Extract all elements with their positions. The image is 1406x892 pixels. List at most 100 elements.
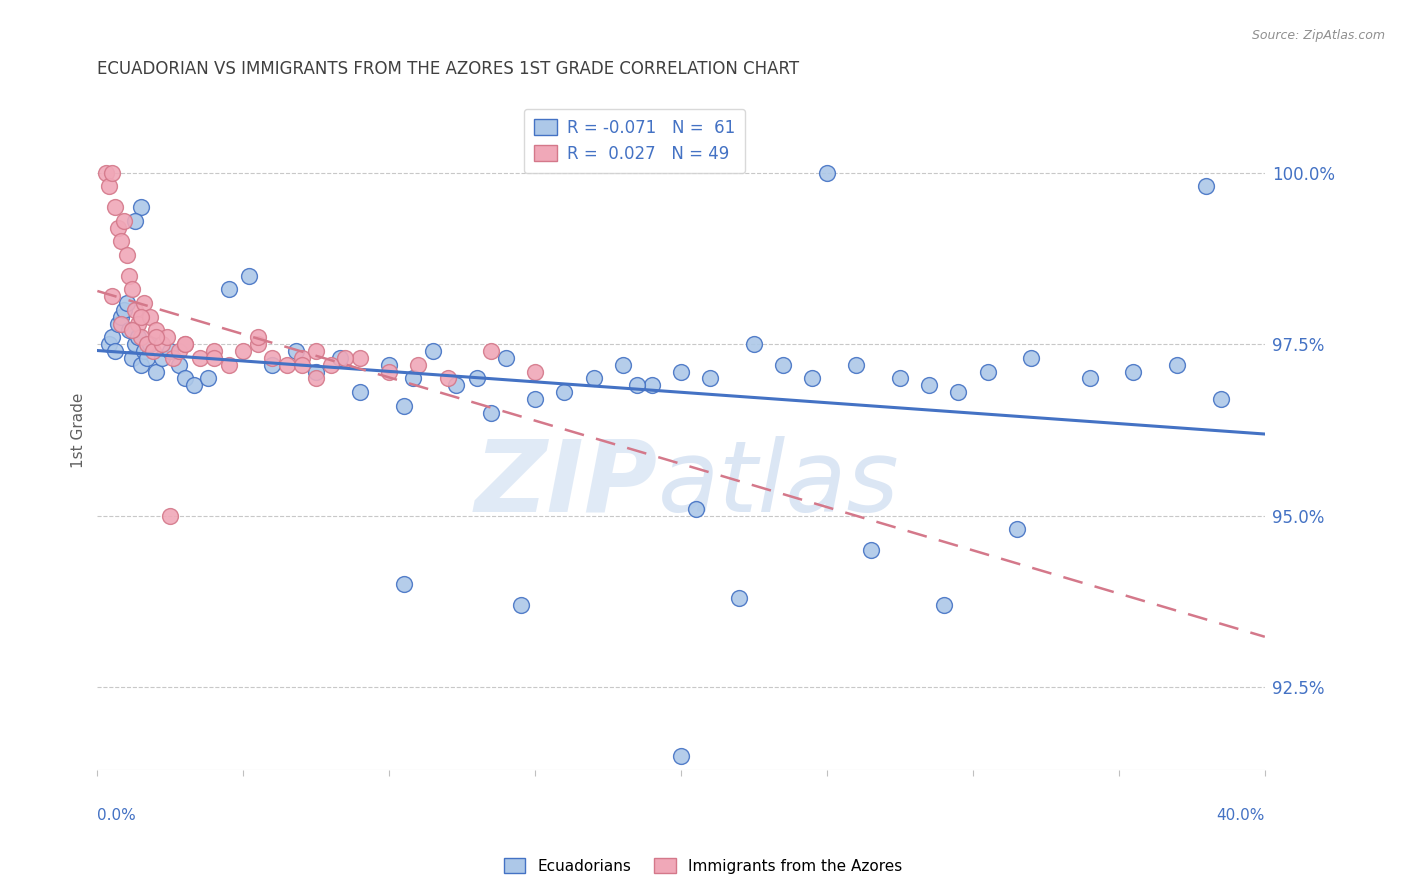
Point xyxy=(509,598,531,612)
Point xyxy=(129,358,152,372)
Text: 0.0%: 0.0% xyxy=(97,808,136,823)
Point xyxy=(392,399,415,413)
Point xyxy=(197,371,219,385)
Point xyxy=(349,351,371,365)
Point xyxy=(115,248,138,262)
Point xyxy=(127,330,149,344)
Point xyxy=(436,371,458,385)
Point xyxy=(174,337,197,351)
Y-axis label: 1st Grade: 1st Grade xyxy=(72,392,86,467)
Point xyxy=(422,344,444,359)
Point xyxy=(524,392,547,406)
Text: atlas: atlas xyxy=(658,436,900,533)
Point xyxy=(139,310,162,324)
Point xyxy=(1078,371,1101,385)
Point xyxy=(246,337,269,351)
Legend: R = -0.071   N =  61, R =  0.027   N = 49: R = -0.071 N = 61, R = 0.027 N = 49 xyxy=(523,109,745,173)
Point xyxy=(145,365,167,379)
Point xyxy=(218,358,240,372)
Point xyxy=(685,501,707,516)
Point xyxy=(167,344,190,359)
Point xyxy=(319,358,342,372)
Point xyxy=(859,543,882,558)
Text: ECUADORIAN VS IMMIGRANTS FROM THE AZORES 1ST GRADE CORRELATION CHART: ECUADORIAN VS IMMIGRANTS FROM THE AZORES… xyxy=(97,60,800,78)
Point xyxy=(183,378,205,392)
Point xyxy=(159,344,181,359)
Point xyxy=(465,371,488,385)
Point xyxy=(124,213,146,227)
Point xyxy=(129,330,152,344)
Point xyxy=(1166,358,1188,372)
Point xyxy=(1005,523,1028,537)
Point xyxy=(107,317,129,331)
Point xyxy=(246,330,269,344)
Point xyxy=(284,344,307,359)
Point xyxy=(139,337,162,351)
Point xyxy=(101,289,124,303)
Point xyxy=(1021,351,1043,365)
Point xyxy=(845,358,868,372)
Point xyxy=(202,344,225,359)
Point xyxy=(612,358,634,372)
Point xyxy=(262,358,284,372)
Point xyxy=(291,351,314,365)
Point xyxy=(1122,365,1144,379)
Point xyxy=(699,371,721,385)
Point xyxy=(262,351,284,365)
Point xyxy=(524,365,547,379)
Point xyxy=(124,337,146,351)
Point xyxy=(150,351,173,365)
Point xyxy=(101,166,124,180)
Point xyxy=(772,358,794,372)
Point xyxy=(349,385,371,400)
Point xyxy=(1209,392,1232,406)
Point xyxy=(115,296,138,310)
Point xyxy=(110,317,132,331)
Point xyxy=(162,351,184,365)
Point xyxy=(129,200,152,214)
Legend: Ecuadorians, Immigrants from the Azores: Ecuadorians, Immigrants from the Azores xyxy=(498,852,908,880)
Point xyxy=(582,371,605,385)
Point xyxy=(124,302,146,317)
Point xyxy=(232,344,254,359)
Point xyxy=(104,344,127,359)
Point xyxy=(174,337,197,351)
Point xyxy=(112,213,135,227)
Point xyxy=(918,378,941,392)
Text: 40.0%: 40.0% xyxy=(1216,808,1265,823)
Point xyxy=(378,358,401,372)
Point xyxy=(1195,179,1218,194)
Point xyxy=(159,508,181,523)
Point xyxy=(118,323,141,337)
Point xyxy=(728,591,751,605)
Point xyxy=(118,268,141,283)
Point xyxy=(112,302,135,317)
Point xyxy=(495,351,517,365)
Point xyxy=(145,330,167,344)
Point xyxy=(669,365,692,379)
Point xyxy=(127,317,149,331)
Point xyxy=(150,337,173,351)
Point xyxy=(132,296,155,310)
Point xyxy=(136,337,159,351)
Point xyxy=(121,323,143,337)
Point xyxy=(110,234,132,248)
Point xyxy=(446,378,468,392)
Point xyxy=(815,166,838,180)
Point xyxy=(136,351,159,365)
Point xyxy=(479,344,502,359)
Point xyxy=(121,282,143,296)
Point xyxy=(145,323,167,337)
Point xyxy=(801,371,824,385)
Point xyxy=(167,358,190,372)
Point xyxy=(335,351,357,365)
Point xyxy=(976,365,998,379)
Point xyxy=(218,282,240,296)
Point xyxy=(188,351,211,365)
Point xyxy=(401,371,423,385)
Point xyxy=(742,337,765,351)
Point xyxy=(107,220,129,235)
Point xyxy=(104,200,127,214)
Point xyxy=(948,385,970,400)
Point xyxy=(98,179,121,194)
